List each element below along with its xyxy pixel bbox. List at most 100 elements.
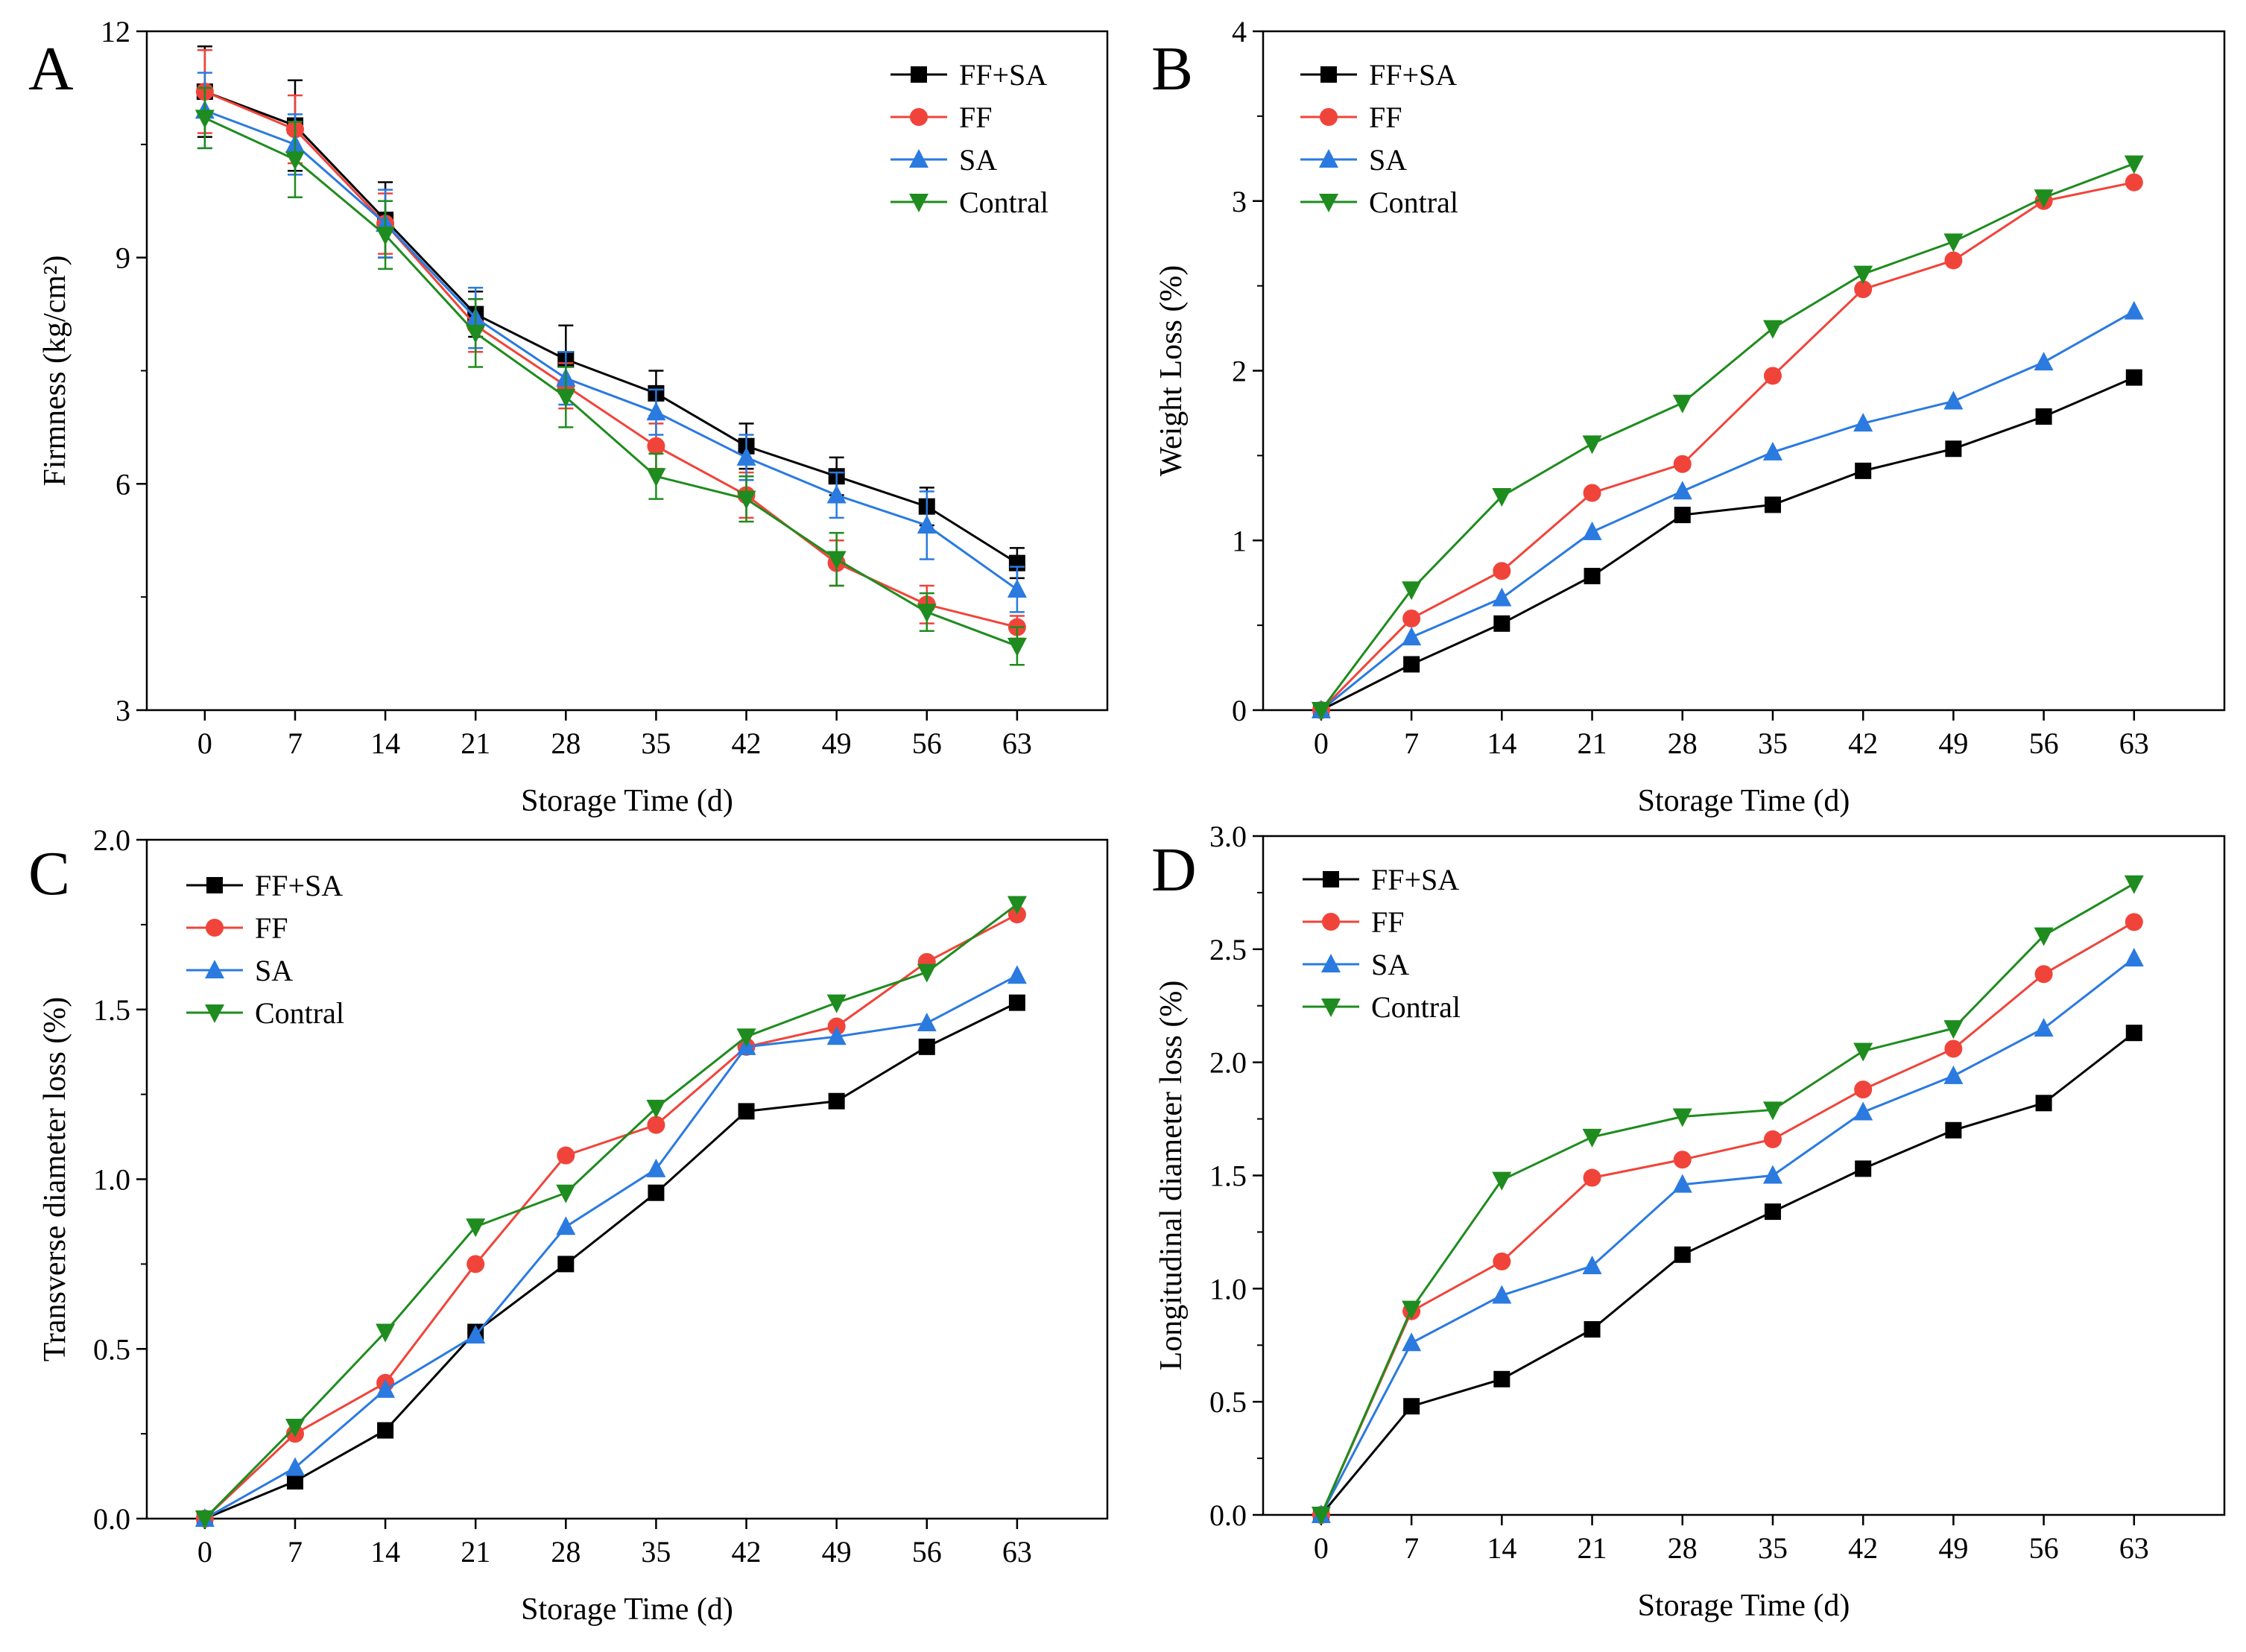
data-point xyxy=(646,1158,666,1177)
x-tick-label: 63 xyxy=(1002,1535,1032,1569)
legend-marker xyxy=(1320,66,1337,83)
data-point xyxy=(917,604,937,623)
legend-marker xyxy=(909,194,929,212)
x-tick-label: 35 xyxy=(1758,1531,1788,1565)
x-tick-label: 28 xyxy=(1668,727,1698,760)
x-tick-label: 14 xyxy=(370,1535,400,1569)
data-point xyxy=(738,1103,755,1120)
y-tick-label: 2.0 xyxy=(1209,1046,1247,1080)
data-point xyxy=(1762,441,1782,461)
legend: FF+SA FF SA Contral xyxy=(891,58,1048,219)
series-line xyxy=(1320,310,2135,712)
data-point xyxy=(1853,413,1873,432)
data-point xyxy=(826,484,847,504)
series-sa xyxy=(194,965,1027,1527)
legend-label: FF+SA xyxy=(1371,863,1459,896)
data-point xyxy=(2124,300,2144,320)
data-point xyxy=(1402,581,1422,601)
panel-label: B xyxy=(1151,34,1193,104)
data-point xyxy=(1855,1160,1872,1177)
y-tick-label: 2 xyxy=(1232,355,1247,388)
data-point xyxy=(918,1038,935,1055)
data-point xyxy=(736,490,756,510)
legend-marker xyxy=(1320,108,1338,126)
data-point xyxy=(1403,656,1420,673)
data-point xyxy=(1403,1398,1420,1415)
x-tick-label: 49 xyxy=(1938,727,1968,760)
series-line xyxy=(1320,957,2135,1516)
data-point xyxy=(1854,280,1873,299)
y-tick-label: 6 xyxy=(116,467,130,501)
x-tick-label: 42 xyxy=(732,727,762,760)
series-contral xyxy=(1311,155,2144,721)
series-line xyxy=(1320,882,2135,1516)
series-contral xyxy=(194,896,1027,1529)
data-point xyxy=(1007,579,1027,598)
data-point xyxy=(2034,927,2054,946)
data-point xyxy=(1854,1080,1873,1099)
data-point xyxy=(376,1379,396,1398)
x-tick-label: 21 xyxy=(1578,1531,1607,1565)
data-point xyxy=(1493,1252,1511,1270)
data-point xyxy=(1943,1065,1964,1084)
y-tick-label: 2.5 xyxy=(1209,933,1247,966)
data-point xyxy=(2125,173,2143,192)
y-tick-label: 0.5 xyxy=(93,1332,130,1366)
y-axis-title: Weight Loss (%) xyxy=(1154,265,1189,477)
legend-label: FF xyxy=(255,911,288,945)
data-point xyxy=(1582,1128,1602,1148)
data-point xyxy=(1402,1300,1422,1320)
panel-c: 0 7 14 21 28 35 42 49 56 63 0.0 0.5 1.0 1.5 2.0 Storage… xyxy=(28,823,1109,1627)
series-line xyxy=(204,974,1018,1520)
data-point xyxy=(2124,155,2144,174)
series-ff xyxy=(1312,173,2143,719)
x-tick-label: 56 xyxy=(912,727,942,760)
data-point xyxy=(2034,189,2054,209)
x-axis-title: Storage Time (d) xyxy=(1638,1589,1850,1623)
legend-marker xyxy=(206,919,224,937)
data-point xyxy=(1582,521,1602,540)
data-point xyxy=(556,388,576,408)
data-point xyxy=(2125,369,2142,386)
series-ff-sa xyxy=(196,994,1025,1527)
y-tick-label: 1.5 xyxy=(93,993,130,1027)
x-tick-label: 28 xyxy=(551,727,581,760)
series-line xyxy=(204,90,1018,629)
data-point xyxy=(1311,1507,1331,1525)
y-tick-label: 0 xyxy=(1232,694,1247,727)
x-tick-label: 35 xyxy=(641,1535,671,1569)
series-contral xyxy=(194,86,1027,666)
data-point xyxy=(1582,1255,1602,1274)
y-axis-title: Transverse diameter loss (%) xyxy=(38,997,72,1362)
x-tick-label: 35 xyxy=(1758,727,1788,760)
x-tick-label: 49 xyxy=(822,727,852,760)
data-point xyxy=(1673,455,1692,473)
x-tick-label: 0 xyxy=(1314,727,1329,760)
panel-label: C xyxy=(28,839,70,908)
data-point xyxy=(1583,484,1601,502)
data-point xyxy=(1492,1171,1512,1191)
data-point xyxy=(646,1099,666,1118)
y-axis-title: Firmness (kg/cm²) xyxy=(38,255,72,486)
x-tick-label: 28 xyxy=(1668,1531,1698,1565)
x-tick-label: 21 xyxy=(461,727,490,760)
data-point xyxy=(1674,507,1691,524)
data-point xyxy=(826,994,847,1013)
x-tick-label: 14 xyxy=(370,727,400,760)
data-point xyxy=(1943,233,1964,253)
data-point xyxy=(1311,702,1331,721)
series-line xyxy=(204,109,1018,591)
y-tick-label: 2.0 xyxy=(93,823,130,857)
data-point xyxy=(1672,481,1692,500)
data-point xyxy=(194,110,215,129)
y-tick-label: 1 xyxy=(1232,524,1247,557)
data-point xyxy=(1493,562,1511,580)
x-axis-title: Storage Time (d) xyxy=(521,1592,733,1627)
data-point xyxy=(556,1184,576,1203)
legend-marker xyxy=(1321,999,1341,1017)
plot-frame xyxy=(1262,30,2226,712)
legend-label: SA xyxy=(1369,143,1407,177)
series-line xyxy=(204,117,1018,648)
data-point xyxy=(557,1256,575,1273)
